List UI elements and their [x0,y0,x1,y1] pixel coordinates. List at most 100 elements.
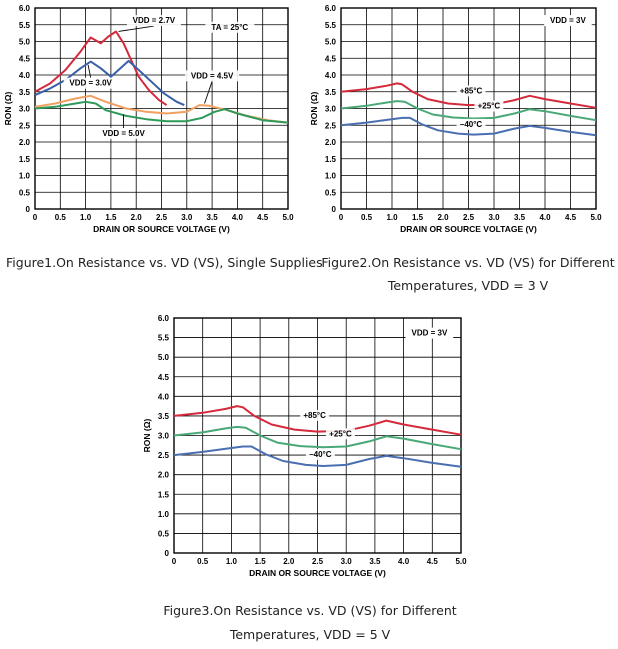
x-tick-label: 3.5 [207,213,219,222]
series-line [34,30,168,106]
x-tick-label: 0.5 [55,213,67,222]
annotation-label: VDD = 3V [550,16,586,25]
annotation-bg [205,21,255,33]
y-tick-label: 5.0 [158,353,170,362]
annotation-bg [96,127,151,139]
y-tick-label: 5.0 [325,38,337,47]
x-tick-label: 3.0 [181,213,193,222]
y-tick-label: 1.5 [158,490,170,499]
x-tick-label: 1.0 [226,557,238,566]
annotation-bg [126,15,181,27]
y-tick-label: 3.0 [325,105,337,114]
series-line [173,425,462,451]
x-tick-label: 0 [339,213,344,222]
x-tick-label: 0.5 [197,557,209,566]
annotation-label: VDD = 4.5V [191,71,234,80]
x-tick-label: 2.5 [156,213,168,222]
y-tick-label: 4.0 [19,71,31,80]
x-tick-label: 3.0 [341,557,353,566]
annotation-bg [544,15,592,27]
x-tick-label: 4.5 [565,213,577,222]
y-tick-label: 1.0 [19,172,31,181]
figure3-caption-line2: Temperatures, VDD = 5 V [229,627,391,642]
y-tick-label: 0 [332,205,337,214]
annotation-label: +25°C [478,102,501,111]
figure2-caption-line2: Temperatures, VDD = 3 V [387,278,549,293]
series-line [340,116,597,137]
y-tick-label: 4.5 [19,54,31,63]
y-axis-label: RON (Ω) [309,91,319,125]
y-tick-label: 2.5 [158,451,170,460]
annotation-label: +85°C [460,86,483,95]
x-tick-label: 0.5 [361,213,373,222]
x-tick-label: 2.0 [437,213,449,222]
y-tick-label: 2.0 [325,138,337,147]
y-tick-label: 2.5 [19,121,31,130]
y-tick-label: 3.5 [158,412,170,421]
y-tick-label: 3.0 [158,432,170,441]
y-tick-label: 0 [165,549,170,558]
y-axis-label: RON (Ω) [142,418,152,452]
x-tick-label: 1.0 [386,213,398,222]
annotation-bg [325,428,355,440]
figure2-caption-line1: Figure2.On Resistance vs. VD (VS) for Di… [321,255,615,270]
y-axis-label: RON (Ω) [3,91,13,125]
x-tick-label: 5.0 [282,213,294,222]
annotation-label: TA = 25°C [211,23,248,32]
x-tick-label: 1.5 [255,557,267,566]
x-axis-label: DRAIN OR SOURCE VOLTAGE (V) [93,224,230,234]
annotation-arrow [87,64,92,78]
chart3: 0 0.5 1.0 1.5 2.0 2.5 3.0 3.5 4.0 4.5 5.0 0 0.5 1.0 1.… [142,314,467,578]
annotation-bg [474,100,504,112]
x-tick-label: 1.5 [105,213,117,222]
y-tick-label: 4.5 [158,373,170,382]
y-tick-label: 5.5 [19,21,31,30]
y-tick-label: 3.5 [19,88,31,97]
y-tick-label: 3.0 [19,105,31,114]
annotation-bg [456,118,486,130]
annotation-bg [405,327,454,339]
x-tick-label: 4.0 [539,213,551,222]
y-tick-label: 5.5 [325,21,337,30]
y-tick-label: 1.0 [325,172,337,181]
y-tick-label: 0 [26,205,31,214]
series-line [340,82,597,109]
y-tick-label: 5.5 [158,334,170,343]
annotation-label: –40°C [309,450,332,459]
annotation-label: –40°C [460,120,483,129]
annotation-bg [300,409,330,421]
series-line [173,405,462,436]
annotation-bg [185,70,240,82]
series-line [34,100,289,124]
annotation-label: VDD = 3.0V [69,79,112,88]
y-tick-label: 0.5 [158,529,170,538]
x-axis-label: DRAIN OR SOURCE VOLTAGE (V) [249,568,386,578]
x-tick-label: 5.0 [455,557,467,566]
x-tick-label: 3.0 [488,213,500,222]
annotation-label: VDD = 5.0V [102,129,145,138]
y-tick-label: 4.0 [158,392,170,401]
y-tick-label: 6.0 [158,314,170,323]
annotation-label: +25°C [329,429,352,438]
y-tick-label: 2.0 [19,138,31,147]
annotation-label: VDD = 3V [412,329,448,338]
x-tick-label: 4.5 [427,557,439,566]
y-tick-label: 1.5 [325,155,337,164]
x-tick-label: 2.0 [131,213,143,222]
y-tick-label: 4.5 [325,54,337,63]
annotation-bg [305,449,335,461]
y-tick-label: 0.5 [19,188,31,197]
y-tick-label: 6.0 [325,4,337,13]
y-tick-label: 1.5 [19,155,31,164]
x-tick-label: 4.0 [398,557,410,566]
chart2: 0 0.5 1.0 1.5 2.0 2.5 3.0 3.5 4.0 4.5 5.0 0 0.5 1.0 1.… [309,4,602,234]
figure1-caption: Figure1.On Resistance vs. VD (VS), Singl… [6,255,323,270]
annotation-arrow [118,25,154,32]
x-tick-label: 1.0 [80,213,92,222]
annotation-arrow [204,81,213,104]
x-tick-label: 2.0 [283,557,295,566]
y-tick-label: 3.5 [325,88,337,97]
y-tick-label: 2.5 [325,121,337,130]
y-tick-label: 2.0 [158,471,170,480]
